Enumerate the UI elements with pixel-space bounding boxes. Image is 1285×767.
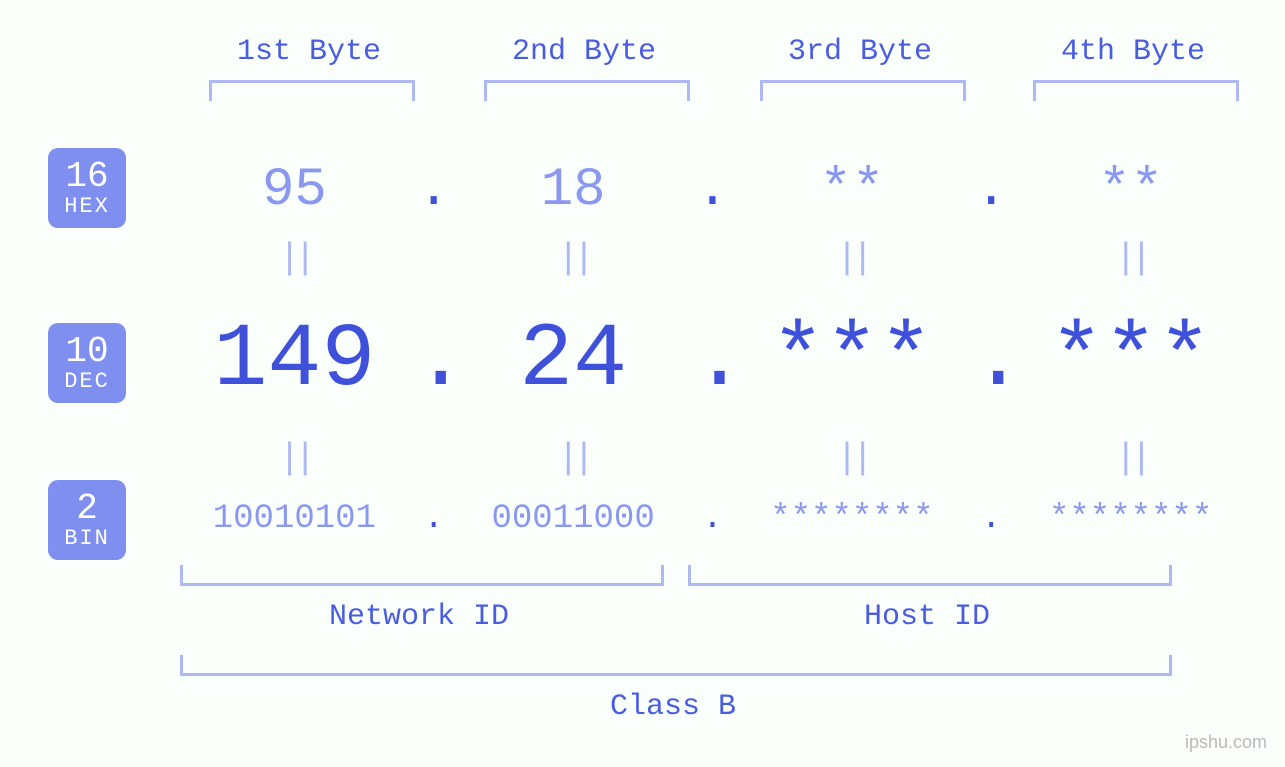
- top-bracket-3: [760, 80, 966, 101]
- bin-octet-3: ********: [733, 500, 972, 538]
- equals-glyph: ||: [175, 238, 414, 279]
- bin-octet-2: 00011000: [454, 500, 693, 538]
- class-bracket: [180, 655, 1172, 676]
- bin-dot-1: .: [414, 500, 454, 538]
- hex-dot-3: .: [971, 160, 1011, 221]
- byte-header-4: 4th Byte: [1033, 35, 1233, 69]
- dec-dot-2: .: [693, 310, 733, 412]
- top-bracket-1: [209, 80, 415, 101]
- equals-glyph: ||: [175, 438, 414, 479]
- bin-octet-1: 10010101: [175, 500, 414, 538]
- bin-dot-3: .: [971, 500, 1011, 538]
- dec-octet-4: ***: [1011, 310, 1250, 412]
- byte-header-2: 2nd Byte: [484, 35, 684, 69]
- hex-octet-1: 95: [175, 160, 414, 221]
- dec-octet-2: 24: [454, 310, 693, 412]
- hex-octet-2: 18: [454, 160, 693, 221]
- equals-glyph: ||: [1011, 238, 1250, 279]
- host-id-label: Host ID: [688, 600, 1166, 634]
- dec-octet-1: 149: [175, 310, 414, 412]
- badge-hex-num: 16: [48, 158, 126, 196]
- byte-header-3: 3rd Byte: [760, 35, 960, 69]
- hex-dot-1: .: [414, 160, 454, 221]
- badge-dec: 10 DEC: [48, 323, 126, 403]
- equals-glyph: ||: [733, 238, 972, 279]
- badge-bin: 2 BIN: [48, 480, 126, 560]
- equals-glyph: ||: [1011, 438, 1250, 479]
- network-id-bracket: [180, 565, 664, 586]
- badge-hex-label: HEX: [48, 195, 126, 218]
- dec-octet-3: ***: [733, 310, 972, 412]
- top-bracket-4: [1033, 80, 1239, 101]
- byte-header-1: 1st Byte: [209, 35, 409, 69]
- badge-bin-label: BIN: [48, 527, 126, 550]
- badge-hex: 16 HEX: [48, 148, 126, 228]
- badge-bin-num: 2: [48, 490, 126, 528]
- dec-row: 149 . 24 . *** . ***: [175, 310, 1250, 412]
- host-id-bracket: [688, 565, 1172, 586]
- equals-glyph: ||: [454, 438, 693, 479]
- equals-glyph: ||: [733, 438, 972, 479]
- bin-dot-2: .: [693, 500, 733, 538]
- hex-octet-4: **: [1011, 160, 1250, 221]
- bin-octet-4: ********: [1011, 500, 1250, 538]
- badge-dec-label: DEC: [48, 370, 126, 393]
- hex-octet-3: **: [733, 160, 972, 221]
- dec-dot-3: .: [971, 310, 1011, 412]
- class-label: Class B: [180, 690, 1166, 724]
- bin-row: 10010101 . 00011000 . ******** . *******…: [175, 500, 1250, 538]
- equals-row-upper: || || || ||: [175, 238, 1250, 279]
- watermark: ipshu.com: [1185, 732, 1267, 753]
- equals-glyph: ||: [454, 238, 693, 279]
- top-bracket-2: [484, 80, 690, 101]
- hex-row: 95 . 18 . ** . **: [175, 160, 1250, 221]
- hex-dot-2: .: [693, 160, 733, 221]
- equals-row-lower: || || || ||: [175, 438, 1250, 479]
- network-id-label: Network ID: [180, 600, 658, 634]
- badge-dec-num: 10: [48, 333, 126, 371]
- dec-dot-1: .: [414, 310, 454, 412]
